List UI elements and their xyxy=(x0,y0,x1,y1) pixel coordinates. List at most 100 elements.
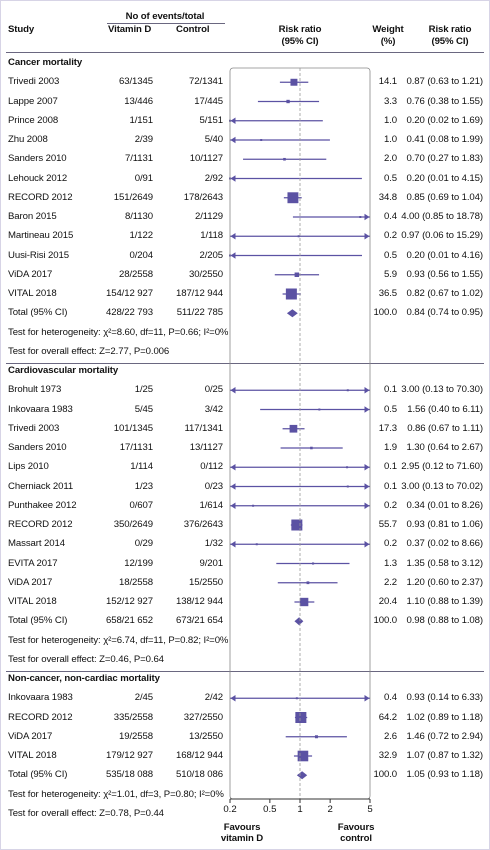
study-row-0-0-weight: 14.1 xyxy=(378,76,397,88)
study-row-0-6-vitd: 151/2649 xyxy=(113,191,153,203)
study-row-1-1-study: Inkovaara 1983 xyxy=(8,403,73,415)
study-row-0-3-arrow-left xyxy=(230,136,236,144)
study-row-0-2-arrow-left xyxy=(230,117,236,124)
study-row-1-6-arrow-left xyxy=(230,502,236,509)
study-row-1-0-rr: 3.00 (0.13 to 70.30) xyxy=(401,384,483,396)
study-row-0-8-arrow-left xyxy=(230,233,236,240)
study-row-1-8-arrow-left xyxy=(230,541,236,548)
study-row-1-4-study: Lips 2010 xyxy=(8,461,49,473)
study-row-0-7-vitd: 8/1130 xyxy=(124,211,153,222)
study-row-0-6-study: RECORD 2012 xyxy=(8,191,73,203)
study-row-2-1-marker xyxy=(295,712,307,723)
study-row-0-11-weight: 36.5 xyxy=(378,288,397,299)
x-tick-label-4: 5 xyxy=(367,804,372,815)
study-row-1-10-vitd: 18/2558 xyxy=(119,576,153,588)
study-row-0-9-rr: 0.20 (0.01 to 4.16) xyxy=(406,249,483,261)
study-row-1-8-rr: 0.37 (0.02 to 8.66) xyxy=(406,538,483,550)
study-row-0-6-rr: 0.85 (0.69 to 1.04) xyxy=(406,191,483,203)
study-row-1-8-weight: 0.2 xyxy=(383,538,397,550)
study-row-0-8-study: Martineau 2015 xyxy=(8,230,74,242)
x-tick-label-0: 0.2 xyxy=(223,804,236,815)
study-row-0-3-vitd: 2/39 xyxy=(134,134,153,145)
study-row-0-5-vitd: 0/91 xyxy=(134,172,153,184)
study-row-0-2-control: 5/151 xyxy=(199,114,223,126)
study-row-0-3-rr: 0.41 (0.08 to 1.99) xyxy=(406,134,483,145)
study-row-0-4-weight: 2.0 xyxy=(383,153,397,165)
study-row-0-5-arrow-left xyxy=(230,175,236,182)
study-row-0-2-study: Prince 2008 xyxy=(8,114,59,126)
study-row-1-9-study: EVITA 2017 xyxy=(8,557,58,569)
study-row-0-1-rr: 0.76 (0.38 to 1.55) xyxy=(406,95,483,107)
study-row-0-11-vitd: 154/12 927 xyxy=(105,288,153,299)
study-row-2-0-rr: 0.93 (0.14 to 6.33) xyxy=(406,692,483,704)
study-row-0-0-marker xyxy=(290,78,298,86)
study-row-2-1-control: 327/2550 xyxy=(183,711,223,723)
study-row-0-10-vitd: 28/2558 xyxy=(119,268,153,280)
study-row-0-2-rr: 0.20 (0.02 to 1.69) xyxy=(406,114,483,126)
study-row-1-2-study: Trivedi 2003 xyxy=(8,422,60,434)
study-row-2-0-arrow-right xyxy=(364,695,370,702)
study-row-0-0-vitd: 63/1345 xyxy=(119,76,153,88)
study-row-1-2-control: 117/1341 xyxy=(184,422,223,434)
study-row-1-10-control: 15/2550 xyxy=(189,576,223,588)
x-tick-label-3: 2 xyxy=(327,804,332,815)
study-row-1-5-control: 0/23 xyxy=(204,480,223,492)
study-row-0-8-marker xyxy=(297,235,300,238)
study-row-1-9-weight: 1.3 xyxy=(383,557,397,569)
study-row-2-2-study: ViDA 2017 xyxy=(8,730,53,742)
total-row-1-weight: 100.0 xyxy=(373,615,397,627)
study-row-1-11-study: VITAL 2018 xyxy=(8,596,57,607)
study-row-2-1-weight: 64.2 xyxy=(378,711,397,723)
total-row-1-vitd: 658/21 652 xyxy=(105,615,153,627)
study-row-1-4-marker xyxy=(346,466,349,469)
study-row-0-4-control: 10/1127 xyxy=(189,153,223,165)
study-row-0-9-study: Uusi-Risi 2015 xyxy=(8,249,69,261)
study-row-0-7-arrow-right xyxy=(364,213,370,221)
study-row-0-7-weight: 0.4 xyxy=(383,211,397,222)
study-row-1-3-weight: 1.9 xyxy=(383,442,397,453)
study-row-0-1-control: 17/445 xyxy=(194,95,223,107)
study-row-1-6-arrow-right xyxy=(364,502,370,509)
study-row-1-0-weight: 0.1 xyxy=(383,384,397,396)
study-row-1-8-study: Massart 2014 xyxy=(8,538,65,550)
total-row-0-control: 511/22 785 xyxy=(176,307,223,319)
study-row-1-5-rr: 3.00 (0.13 to 70.02) xyxy=(401,480,483,492)
study-row-2-3-study: VITAL 2018 xyxy=(8,750,57,761)
favours-vitd-line1: Favours xyxy=(223,822,261,833)
heterogeneity-1: Test for heterogeneity: χ²=6.74, df=11, … xyxy=(8,634,229,646)
header-weight: Weight xyxy=(372,24,404,35)
study-row-2-2-weight: 2.6 xyxy=(383,730,397,742)
study-row-0-10-weight: 5.9 xyxy=(383,268,397,280)
study-row-1-6-weight: 0.2 xyxy=(383,499,397,511)
study-row-1-3-study: Sanders 2010 xyxy=(8,442,67,453)
study-row-1-9-marker xyxy=(311,562,315,565)
study-row-1-5-vitd: 1/23 xyxy=(134,480,153,492)
study-row-1-11-vitd: 152/12 927 xyxy=(105,596,153,607)
study-row-1-2-marker xyxy=(289,424,298,433)
study-row-2-1-vitd: 335/2558 xyxy=(113,711,153,723)
study-row-2-2-marker xyxy=(314,735,318,739)
header-control: Control xyxy=(176,24,210,35)
study-row-1-5-study: Cherniack 2011 xyxy=(8,480,74,492)
study-row-2-0-study: Inkovaara 1983 xyxy=(8,692,73,704)
study-row-0-3-marker xyxy=(260,139,263,141)
study-row-0-10-control: 30/2550 xyxy=(189,268,223,280)
header-rr2-ci: (95% CI) xyxy=(431,36,469,47)
overall-effect-0: Test for overall effect: Z=2.77, P=0.006 xyxy=(8,345,170,357)
study-row-0-3-control: 5/40 xyxy=(204,134,223,145)
total-row-2-diamond xyxy=(296,771,308,780)
study-row-1-2-weight: 17.3 xyxy=(378,422,397,434)
overall-effect-2: Test for overall effect: Z=0.78, P=0.44 xyxy=(8,807,164,819)
study-row-1-8-control: 1/32 xyxy=(204,538,223,550)
header-rr-ci: (95% CI) xyxy=(281,36,319,47)
study-row-1-7-control: 376/2643 xyxy=(183,519,223,530)
study-row-2-0-vitd: 2/45 xyxy=(134,692,153,704)
study-row-2-1-study: RECORD 2012 xyxy=(8,711,73,723)
study-row-0-7-marker xyxy=(359,216,362,218)
study-row-1-6-study: Punthakee 2012 xyxy=(8,499,77,511)
study-row-0-0-rr: 0.87 (0.63 to 1.21) xyxy=(406,76,483,88)
total-row-0-diamond xyxy=(286,309,298,318)
study-row-0-7-study: Baron 2015 xyxy=(8,211,57,222)
study-row-1-0-arrow-left xyxy=(230,387,236,394)
heterogeneity-2: Test for heterogeneity: χ²=1.01, df=3, P… xyxy=(8,788,224,800)
